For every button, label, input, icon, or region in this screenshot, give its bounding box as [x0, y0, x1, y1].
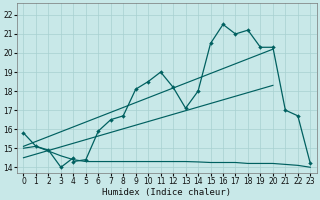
X-axis label: Humidex (Indice chaleur): Humidex (Indice chaleur)	[102, 188, 231, 197]
